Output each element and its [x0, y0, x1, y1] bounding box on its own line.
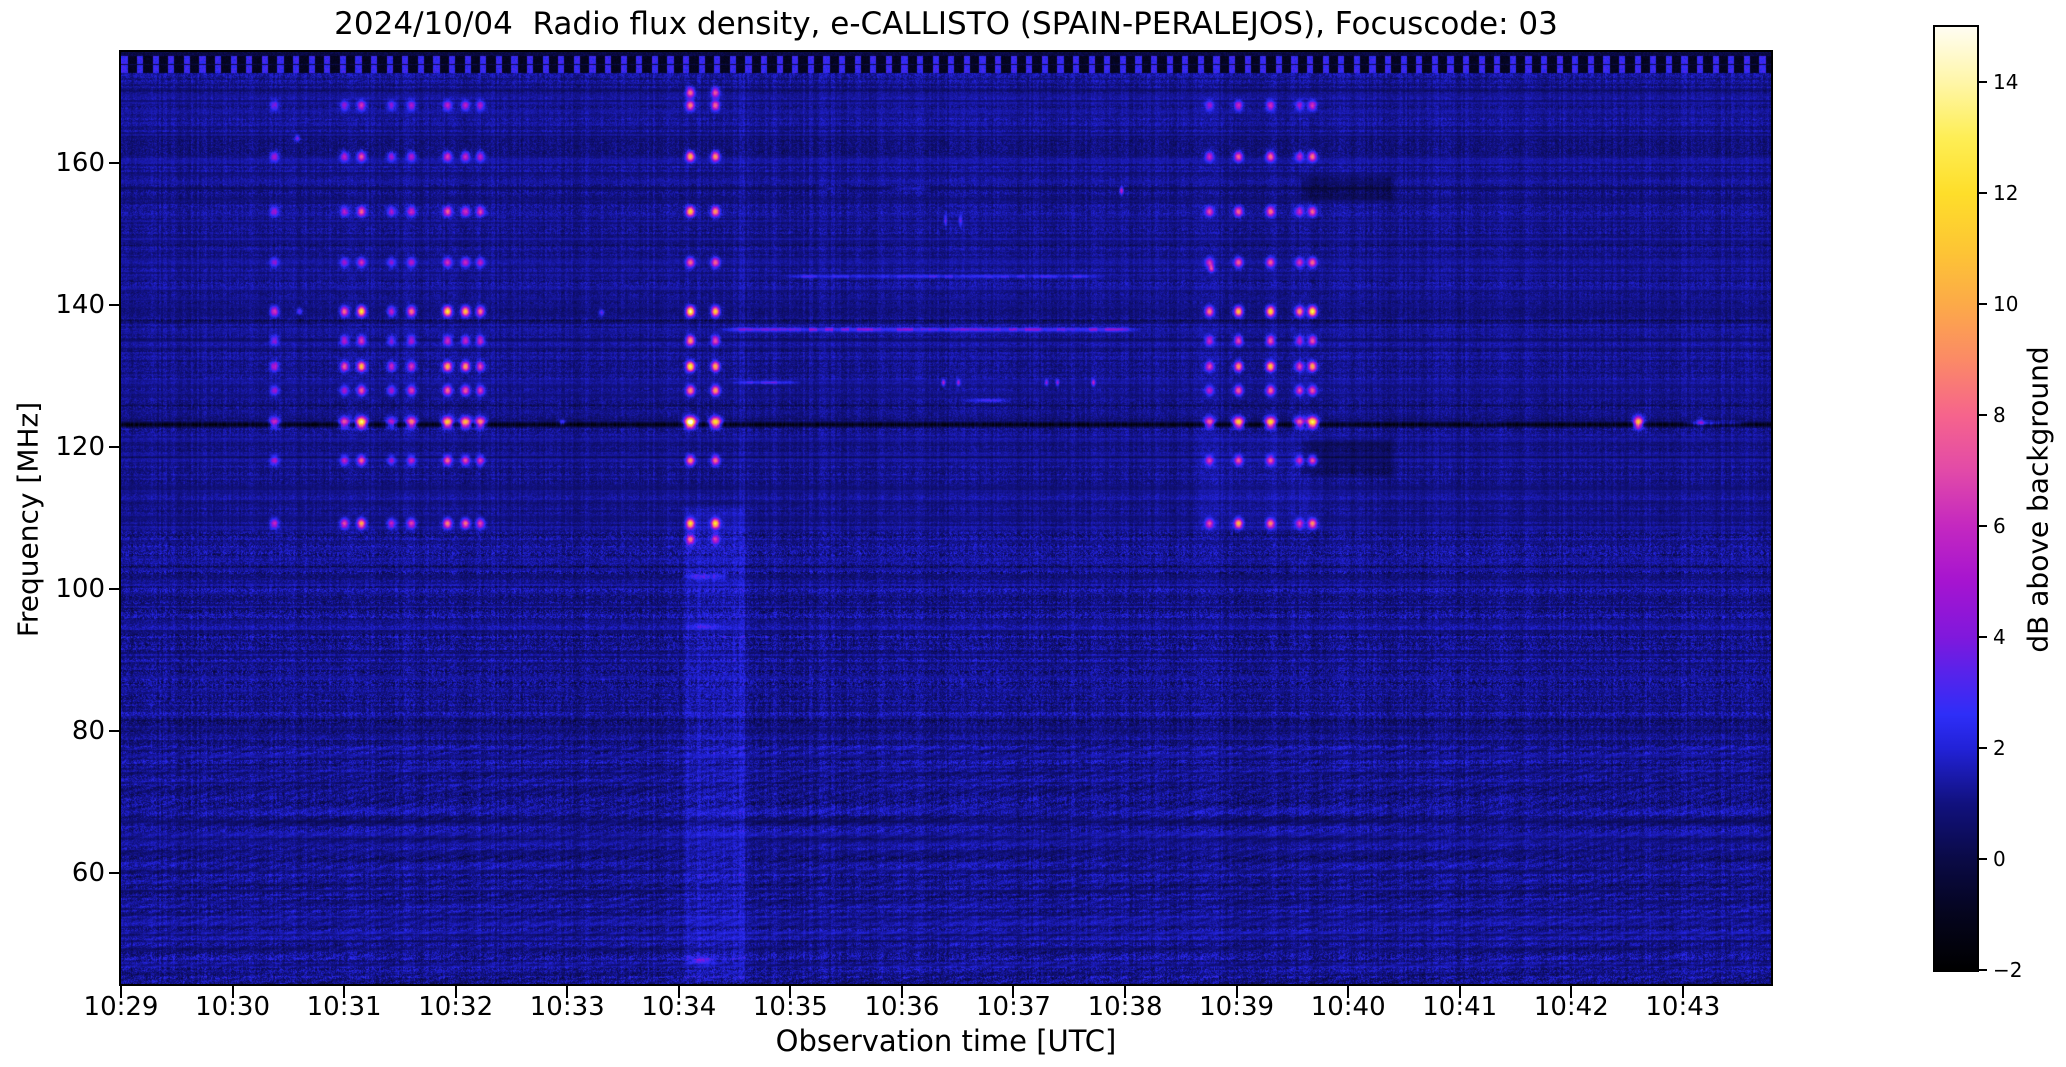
- x-tick-mark: [789, 986, 792, 998]
- colorbar-tick-label: 12: [1993, 181, 2019, 206]
- x-tick-label: 10:32: [418, 992, 494, 1022]
- x-tick-label: 10:41: [1422, 992, 1498, 1022]
- x-tick-mark: [1124, 986, 1127, 998]
- x-tick-label: 10:38: [1087, 992, 1163, 1022]
- x-tick-label: 10:33: [529, 992, 605, 1022]
- y-tick-mark: [109, 161, 121, 164]
- x-tick-mark: [1347, 986, 1350, 998]
- colorbar-tick-label: 2: [1993, 736, 2006, 761]
- colorbar-tick-mark: [1979, 81, 1987, 84]
- x-tick-label: 10:39: [1199, 992, 1275, 1022]
- colorbar-label: dB above background: [2021, 346, 2055, 653]
- plot-area: [119, 50, 1773, 986]
- x-axis-label: Observation time [UTC]: [775, 1024, 1117, 1058]
- colorbar-tick-mark: [1979, 636, 1987, 639]
- x-tick-label: 10:37: [976, 992, 1051, 1022]
- y-tick-label: 80: [71, 716, 105, 747]
- x-tick-mark: [343, 986, 346, 998]
- colorbar-tick-label: 4: [1993, 625, 2006, 650]
- colorbar-tick-mark: [1979, 969, 1987, 971]
- colorbar-tick-label: 10: [1993, 292, 2019, 317]
- x-tick-mark: [900, 986, 903, 998]
- x-tick-label: 10:40: [1310, 992, 1386, 1022]
- x-tick-label: 10:29: [83, 992, 159, 1022]
- y-tick-label: 140: [55, 289, 105, 320]
- x-tick-mark: [231, 986, 234, 998]
- x-tick-label: 10:43: [1645, 992, 1721, 1022]
- x-tick-label: 10:30: [195, 992, 271, 1022]
- y-tick-label: 100: [55, 574, 105, 605]
- x-tick-mark: [1681, 986, 1684, 998]
- x-tick-mark: [1570, 986, 1573, 998]
- colorbar-tick-mark: [1979, 192, 1987, 195]
- y-tick-label: 60: [71, 858, 105, 889]
- x-tick-mark: [566, 986, 569, 998]
- colorbar-tick-label: 14: [1993, 70, 2019, 95]
- y-axis-label: Frequency [MHz]: [11, 401, 45, 638]
- x-tick-mark: [120, 986, 122, 998]
- x-tick-label: 10:35: [752, 992, 828, 1022]
- colorbar-tick-mark: [1979, 747, 1987, 750]
- colorbar-gradient: [1935, 27, 1977, 970]
- spectrogram-canvas: [121, 52, 1771, 984]
- chart-title: 2024/10/04 Radio flux density, e-CALLIST…: [334, 6, 1558, 42]
- x-tick-mark: [1458, 986, 1461, 998]
- y-tick-mark: [109, 445, 121, 448]
- y-tick-mark: [109, 588, 121, 591]
- colorbar-tick-mark: [1979, 414, 1987, 417]
- x-tick-label: 10:34: [641, 992, 717, 1022]
- y-tick-mark: [109, 730, 121, 733]
- x-tick-label: 10:36: [864, 992, 940, 1022]
- x-tick-mark: [454, 986, 457, 998]
- x-tick-label: 10:31: [306, 992, 382, 1022]
- x-tick-mark: [677, 986, 680, 998]
- x-tick-label: 10:42: [1533, 992, 1609, 1022]
- colorbar-tick-mark: [1979, 858, 1987, 861]
- colorbar-tick-mark: [1979, 525, 1987, 528]
- x-tick-mark: [1235, 986, 1238, 998]
- y-tick-label: 160: [55, 147, 105, 178]
- colorbar-tick-label: 6: [1993, 514, 2006, 539]
- x-tick-mark: [1012, 986, 1015, 998]
- y-tick-label: 120: [55, 431, 105, 462]
- colorbar-tick-label: −2: [1993, 958, 2023, 982]
- y-tick-mark: [109, 872, 121, 875]
- colorbar-tick-label: 8: [1993, 403, 2006, 428]
- colorbar-tick-mark: [1979, 303, 1987, 306]
- y-tick-mark: [109, 303, 121, 306]
- colorbar: [1933, 25, 1979, 972]
- colorbar-tick-label: 0: [1993, 847, 2006, 872]
